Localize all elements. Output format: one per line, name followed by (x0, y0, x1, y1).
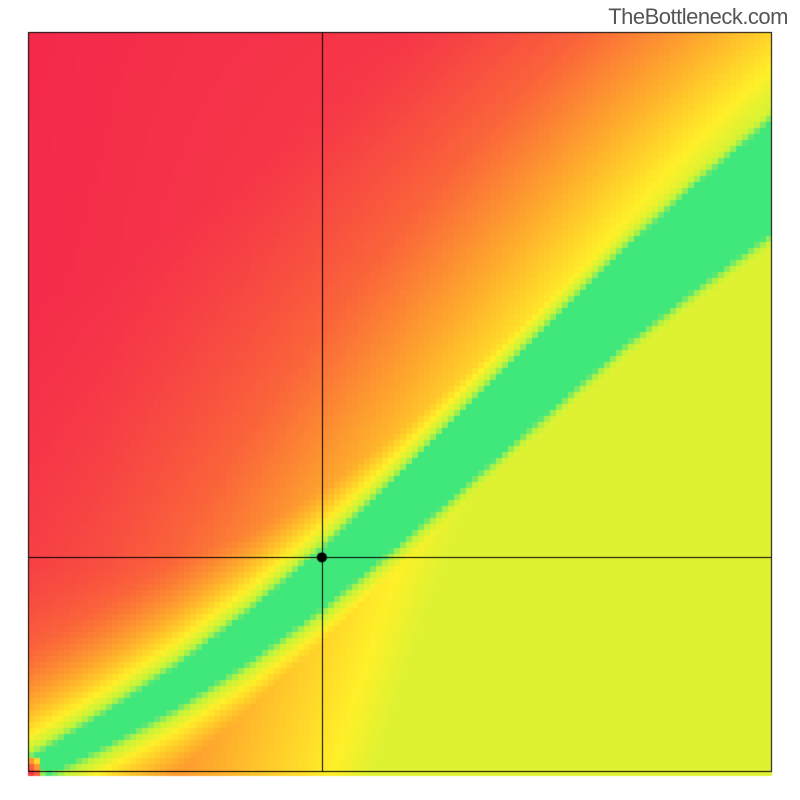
chart-container: TheBottleneck.com (0, 0, 800, 800)
watermark-text: TheBottleneck.com (608, 4, 788, 30)
bottleneck-heatmap (0, 0, 800, 800)
